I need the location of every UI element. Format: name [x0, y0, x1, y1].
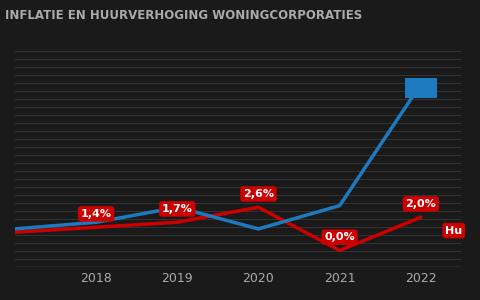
Text: INFLATIE EN HUURVERHOGING WONINGCORPORATIES: INFLATIE EN HUURVERHOGING WONINGCORPORAT…	[5, 9, 362, 22]
FancyBboxPatch shape	[405, 78, 437, 98]
Text: 1,7%: 1,7%	[162, 204, 193, 214]
Text: 2,0%: 2,0%	[406, 199, 436, 209]
Text: Hu: Hu	[445, 226, 462, 236]
Text: 2,6%: 2,6%	[243, 189, 274, 199]
Text: 0,0%: 0,0%	[324, 232, 355, 242]
Text: 1,4%: 1,4%	[81, 209, 112, 219]
